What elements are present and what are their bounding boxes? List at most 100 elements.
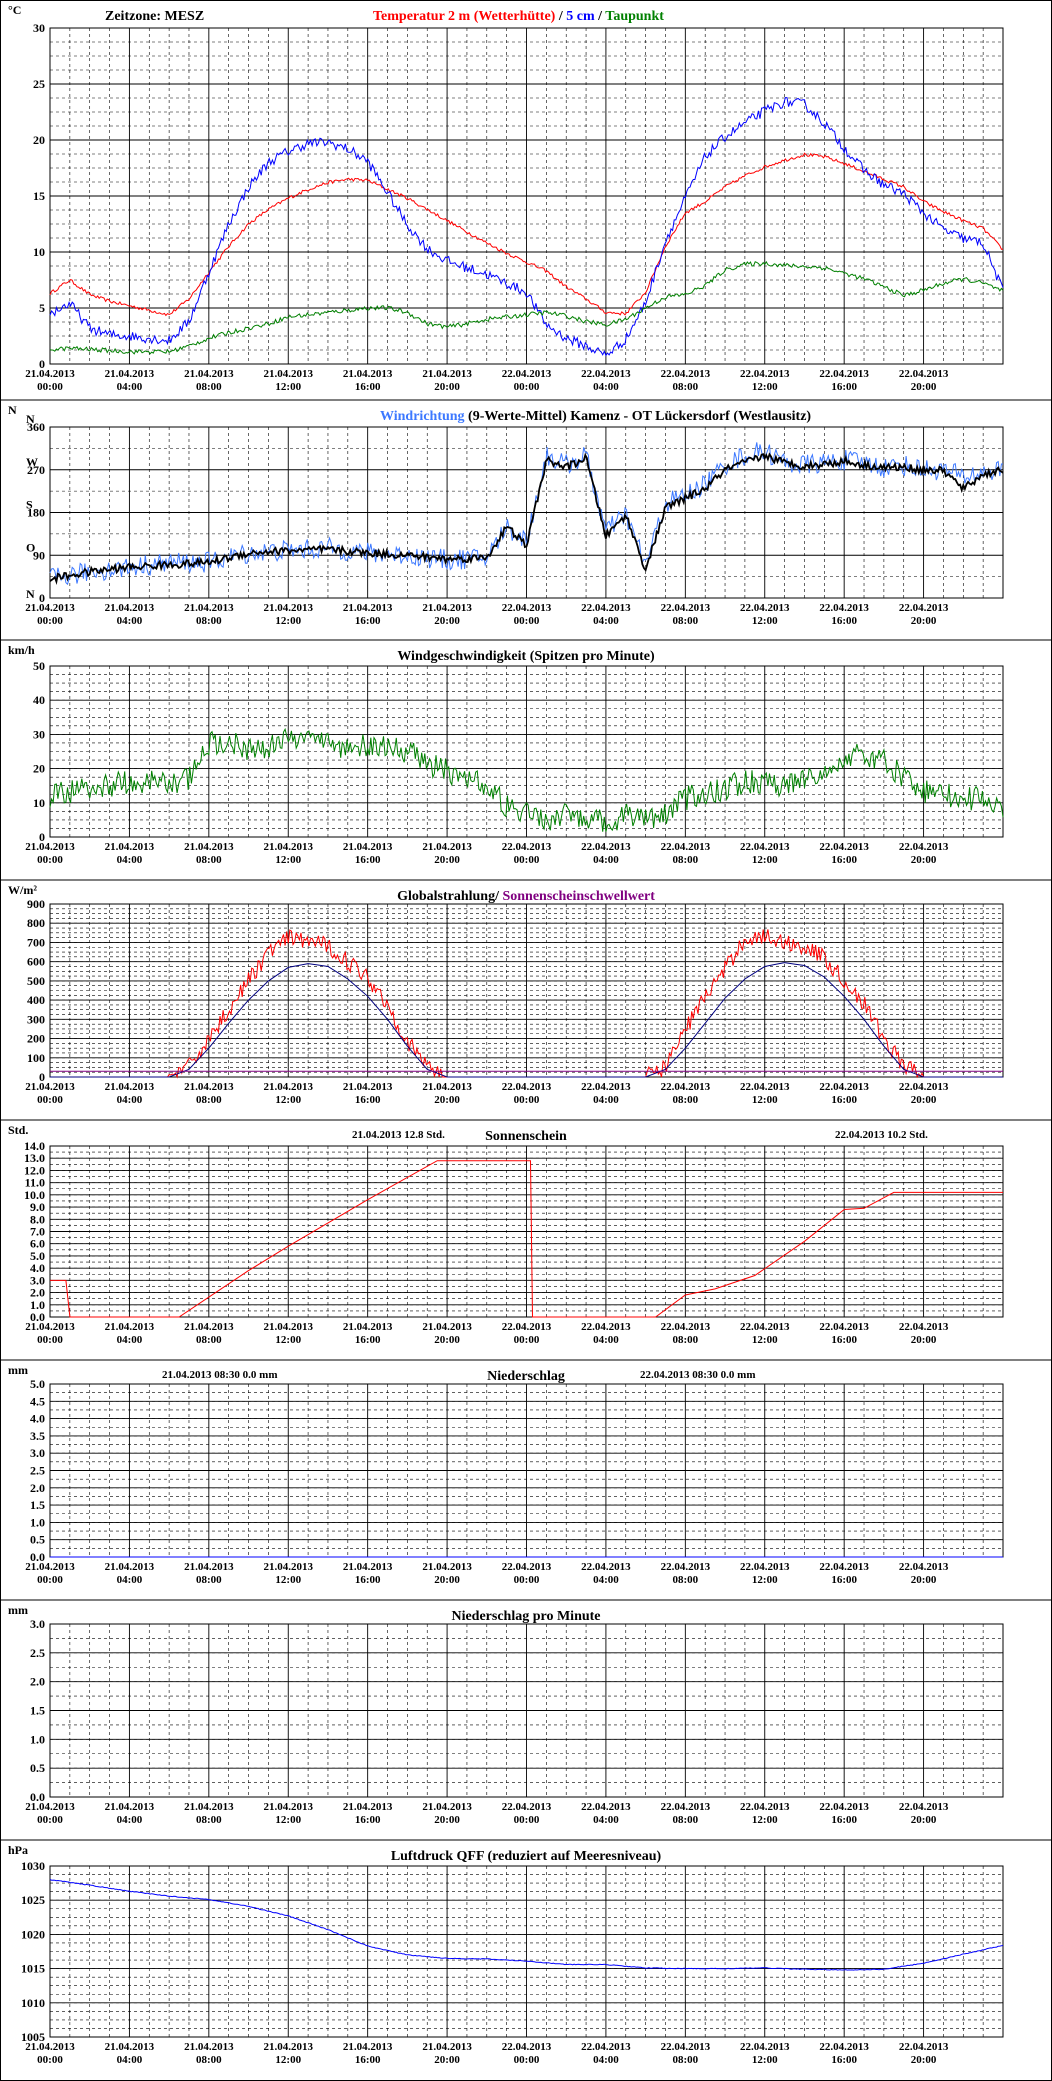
x-tick-time: 00:00 bbox=[514, 381, 540, 393]
x-tick-time: 16:00 bbox=[831, 2054, 857, 2066]
y-tick-label: 4.5 bbox=[30, 1394, 45, 1408]
x-tick-date: 22.04.2013 bbox=[740, 1801, 790, 1813]
x-tick-time: 12:00 bbox=[752, 381, 778, 393]
x-tick-date: 22.04.2013 bbox=[740, 602, 790, 614]
y-tick-label: 15 bbox=[33, 189, 45, 203]
x-tick-time: 16:00 bbox=[831, 615, 857, 627]
x-tick-date: 21.04.2013 bbox=[264, 841, 314, 853]
y-tick-label: 0.5 bbox=[30, 1533, 45, 1547]
title-part: Taupunkt bbox=[605, 9, 664, 24]
x-tick-date: 21.04.2013 bbox=[184, 841, 234, 853]
x-tick-date: 21.04.2013 bbox=[422, 2041, 472, 2053]
x-tick-time: 00:00 bbox=[514, 2054, 540, 2066]
x-tick-time: 08:00 bbox=[196, 854, 222, 866]
title-part: 5 cm bbox=[566, 9, 595, 24]
daily-sum-right: 22.04.2013 10.2 Std. bbox=[835, 1129, 928, 1141]
x-tick-date: 22.04.2013 bbox=[661, 1801, 711, 1813]
title-part: Windrichtung bbox=[380, 409, 465, 424]
x-tick-time: 16:00 bbox=[831, 381, 857, 393]
y-tick-label: 1025 bbox=[21, 1893, 45, 1907]
y-tick-label: 13.0 bbox=[24, 1151, 45, 1165]
series-wdir-1 bbox=[49, 452, 1004, 585]
y-tick-label: 50 bbox=[33, 659, 45, 673]
y-tick-label: 0 bbox=[39, 1070, 45, 1084]
y-unit-label: mm bbox=[8, 1603, 28, 1617]
x-tick-date: 21.04.2013 bbox=[422, 841, 472, 853]
x-tick-date: 21.04.2013 bbox=[184, 1801, 234, 1813]
y-unit-label: hPa bbox=[8, 1843, 28, 1857]
x-tick-date: 21.04.2013 bbox=[343, 2041, 393, 2053]
plot-area bbox=[49, 1865, 1004, 2038]
y-tick-compass: O bbox=[26, 540, 35, 554]
series-temp-1 bbox=[49, 97, 1004, 357]
series-press-0 bbox=[49, 1879, 1004, 1971]
x-tick-date: 22.04.2013 bbox=[661, 2041, 711, 2053]
y-tick-label: 0.0 bbox=[30, 1550, 45, 1564]
y-tick-label: 600 bbox=[27, 955, 45, 969]
x-tick-date: 21.04.2013 bbox=[105, 2041, 155, 2053]
x-tick-date: 22.04.2013 bbox=[581, 1081, 631, 1093]
x-tick-date: 21.04.2013 bbox=[184, 1561, 234, 1573]
y-tick-label: 3.0 bbox=[30, 1617, 45, 1631]
plot-area bbox=[49, 426, 1004, 599]
x-tick-time: 00:00 bbox=[514, 1334, 540, 1346]
daily-sum-right: 22.04.2013 08:30 0.0 mm bbox=[640, 1369, 756, 1381]
x-tick-time: 04:00 bbox=[117, 1094, 143, 1106]
title-part: Luftdruck QFF (reduziert auf Meeresnivea… bbox=[391, 1849, 662, 1864]
x-tick-time: 16:00 bbox=[831, 1574, 857, 1586]
x-tick-date: 21.04.2013 bbox=[184, 2041, 234, 2053]
title-part: Niederschlag bbox=[487, 1369, 565, 1384]
x-tick-date: 22.04.2013 bbox=[899, 841, 949, 853]
x-tick-date: 21.04.2013 bbox=[264, 602, 314, 614]
y-tick-label: 4.0 bbox=[30, 1261, 45, 1275]
x-tick-date: 22.04.2013 bbox=[581, 368, 631, 380]
x-tick-date: 21.04.2013 bbox=[422, 368, 472, 380]
y-tick-label: 1030 bbox=[21, 1859, 45, 1873]
x-tick-date: 22.04.2013 bbox=[581, 2041, 631, 2053]
x-tick-time: 04:00 bbox=[117, 2054, 143, 2066]
y-tick-label: 700 bbox=[27, 935, 45, 949]
x-tick-time: 00:00 bbox=[37, 854, 63, 866]
x-tick-date: 22.04.2013 bbox=[502, 1321, 552, 1333]
y-tick-label: 10.0 bbox=[24, 1188, 45, 1202]
x-tick-time: 12:00 bbox=[752, 1574, 778, 1586]
x-tick-date: 21.04.2013 bbox=[422, 602, 472, 614]
x-tick-date: 21.04.2013 bbox=[343, 368, 393, 380]
x-tick-date: 21.04.2013 bbox=[25, 368, 75, 380]
x-tick-date: 22.04.2013 bbox=[661, 841, 711, 853]
x-tick-date: 22.04.2013 bbox=[661, 368, 711, 380]
y-tick-label: 300 bbox=[27, 1012, 45, 1026]
x-tick-date: 22.04.2013 bbox=[740, 1321, 790, 1333]
y-tick-label: 270 bbox=[27, 463, 45, 477]
x-tick-time: 08:00 bbox=[672, 1094, 698, 1106]
chart-title: Globalstrahlung/ Sonnenscheinschwellwert bbox=[397, 889, 655, 904]
y-tick-label: 3.0 bbox=[30, 1446, 45, 1460]
y-tick-label: 20 bbox=[33, 762, 45, 776]
y-tick-label: 11.0 bbox=[25, 1176, 45, 1190]
title-part: / bbox=[555, 9, 566, 24]
x-tick-date: 22.04.2013 bbox=[899, 368, 949, 380]
y-tick-label: 0 bbox=[39, 830, 45, 844]
x-tick-time: 04:00 bbox=[117, 381, 143, 393]
title-part: (9-Werte-Mittel) bbox=[465, 409, 568, 424]
x-tick-time: 04:00 bbox=[593, 615, 619, 627]
y-tick-label: 180 bbox=[27, 506, 45, 520]
y-tick-label: 200 bbox=[27, 1032, 45, 1046]
x-tick-time: 08:00 bbox=[672, 381, 698, 393]
chart-title: Niederschlag pro Minute bbox=[451, 1609, 600, 1624]
x-tick-date: 21.04.2013 bbox=[264, 1801, 314, 1813]
y-tick-label: 2.0 bbox=[30, 1481, 45, 1495]
x-tick-time: 00:00 bbox=[37, 2054, 63, 2066]
x-tick-time: 12:00 bbox=[275, 381, 301, 393]
x-tick-date: 21.04.2013 bbox=[343, 1321, 393, 1333]
x-tick-time: 12:00 bbox=[275, 1334, 301, 1346]
x-tick-time: 12:00 bbox=[752, 1094, 778, 1106]
y-tick-label: 25 bbox=[33, 77, 45, 91]
x-tick-time: 16:00 bbox=[355, 615, 381, 627]
x-tick-time: 08:00 bbox=[196, 1814, 222, 1826]
x-tick-date: 21.04.2013 bbox=[25, 1321, 75, 1333]
x-tick-time: 16:00 bbox=[831, 854, 857, 866]
x-tick-time: 04:00 bbox=[593, 1334, 619, 1346]
